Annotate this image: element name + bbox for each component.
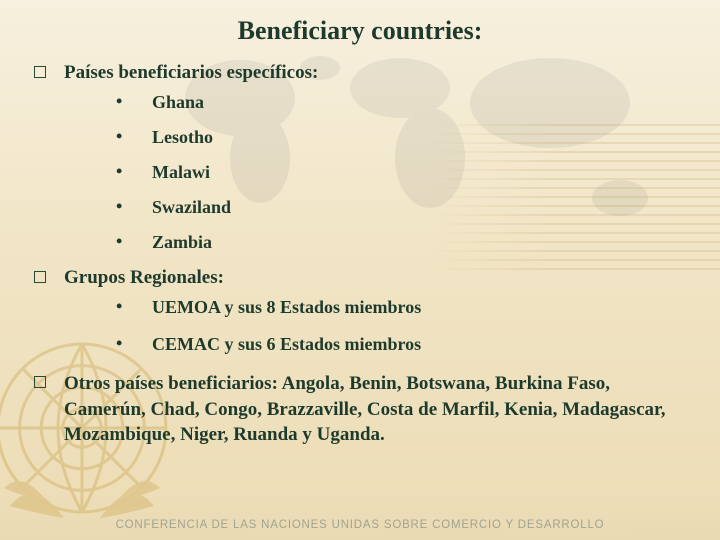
section-other-countries: Otros países beneficiarios: Angola, Beni… — [34, 371, 686, 448]
list-item: CEMAC y sus 6 Estados miembros — [116, 334, 686, 355]
list-item: Lesotho — [116, 127, 686, 148]
list-item: Malawi — [116, 162, 686, 183]
section-label: Países beneficiarios específicos: — [64, 62, 318, 84]
regional-list: UEMOA y sus 8 Estados miembros CEMAC y s… — [34, 297, 686, 355]
other-label: Otros países beneficiarios: — [64, 373, 278, 394]
section-label: Grupos Regionales: — [64, 267, 224, 289]
other-countries-text: Otros países beneficiarios: Angola, Beni… — [64, 371, 680, 448]
section-specific-countries: Países beneficiarios específicos: — [34, 62, 686, 84]
square-bullet-icon — [34, 271, 46, 283]
square-bullet-icon — [34, 376, 46, 388]
slide-content: Beneficiary countries: Países beneficiar… — [0, 0, 720, 448]
list-item: UEMOA y sus 8 Estados miembros — [116, 297, 686, 318]
list-item: Ghana — [116, 92, 686, 113]
country-list: Ghana Lesotho Malawi Swaziland Zambia — [34, 92, 686, 253]
list-item: Zambia — [116, 232, 686, 253]
section-regional-groups: Grupos Regionales: — [34, 267, 686, 289]
page-title: Beneficiary countries: — [34, 16, 686, 46]
footer-org-name: CONFERENCIA DE LAS NACIONES UNIDAS SOBRE… — [0, 510, 720, 540]
list-item: Swaziland — [116, 197, 686, 218]
square-bullet-icon — [34, 66, 46, 78]
